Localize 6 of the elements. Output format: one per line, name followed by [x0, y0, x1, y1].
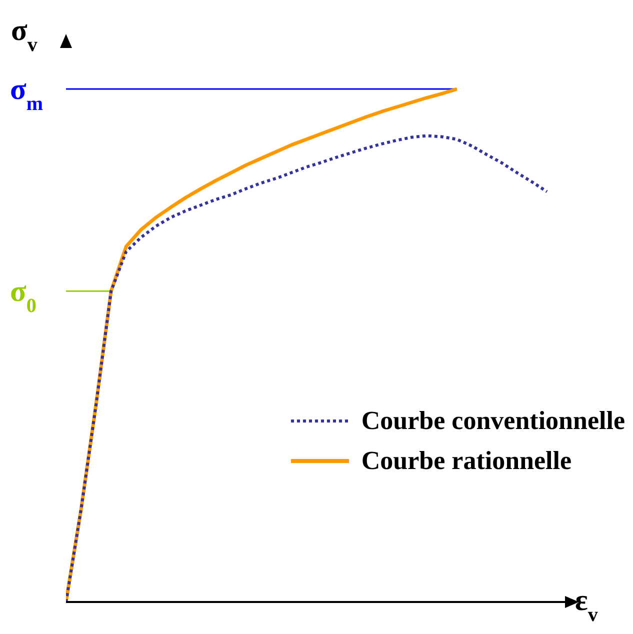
y-axis-title: σ$_{v}$ — [11, 14, 38, 56]
legend-label: Courbe rationnelle — [361, 446, 572, 476]
legend-label: Courbe conventionnelle — [361, 406, 625, 436]
ref-line-label: σ$_{m}$ — [10, 73, 44, 116]
ref-line-label: σ$_{0}$ — [10, 275, 36, 318]
x-axis-title: ε$_{v}$ — [575, 584, 598, 626]
